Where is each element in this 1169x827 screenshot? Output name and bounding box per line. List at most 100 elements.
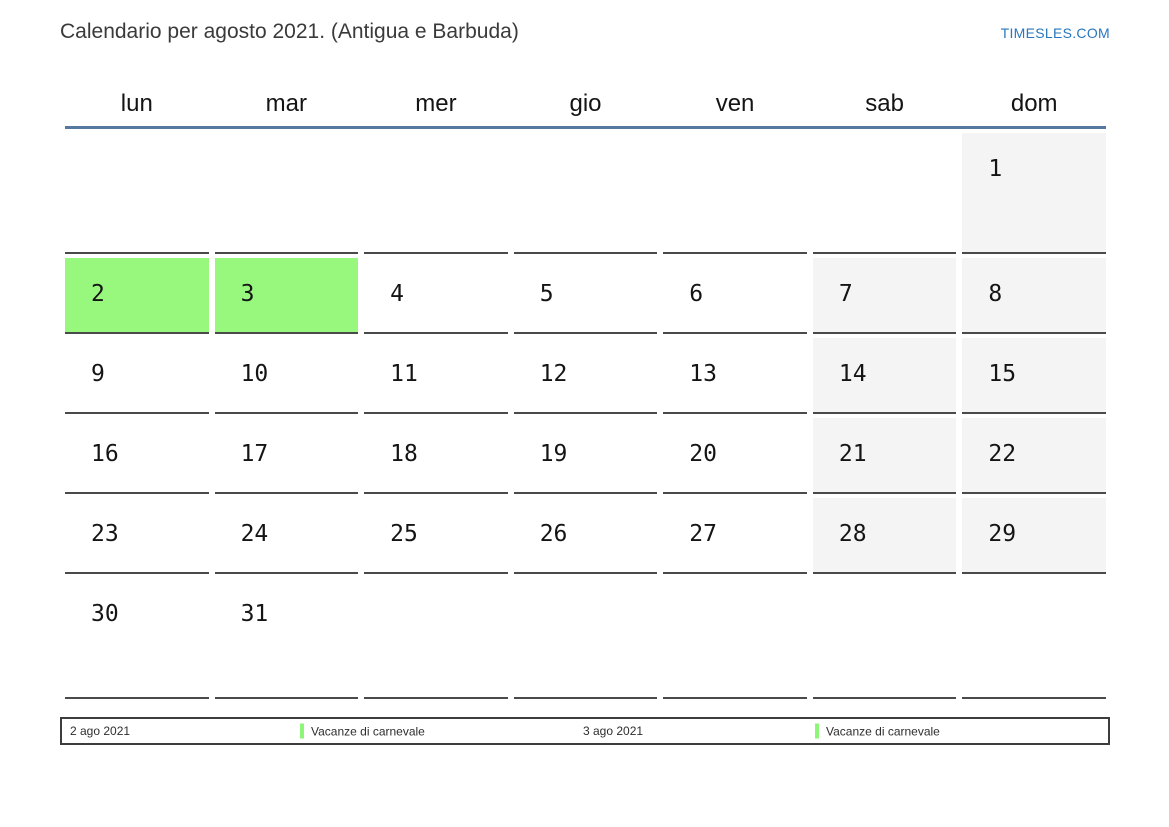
day-number: 21: [838, 441, 867, 467]
day-cell-24: 24: [214, 494, 359, 574]
day-cell-26: 26: [513, 494, 658, 574]
day-cell-empty: [962, 574, 1106, 699]
weekday-mar: mar: [265, 90, 308, 117]
week-row-2: 2 3 4 5 6 7 8: [65, 254, 1106, 334]
weekend-fill: [812, 418, 957, 492]
day-cell-9: 9: [65, 334, 209, 414]
holiday-fill: [214, 258, 359, 332]
day-cell-12: 12: [513, 334, 658, 414]
day-cell-22: 22: [962, 414, 1106, 494]
day-number: 3: [240, 281, 255, 307]
day-cell-25: 25: [364, 494, 508, 574]
weekday-sab: sab: [865, 90, 904, 117]
day-cell-1: 1: [962, 129, 1106, 254]
day-number: 10: [240, 361, 269, 387]
day-number: 7: [838, 281, 853, 307]
header-rule: [65, 126, 1106, 129]
weekend-fill: [812, 338, 957, 412]
day-cell-27: 27: [663, 494, 807, 574]
day-cell-15: 15: [962, 334, 1106, 414]
day-cell-2: 2: [65, 254, 209, 334]
weekend-fill: [962, 498, 1106, 572]
day-number: 9: [91, 361, 105, 387]
day-number: 25: [390, 521, 418, 547]
day-cell-empty: [812, 574, 957, 699]
day-cell-empty: [663, 574, 807, 699]
day-cell-empty: [364, 574, 508, 699]
day-number: 28: [838, 521, 867, 547]
site-link[interactable]: TIMESLES.COM: [1000, 25, 1110, 41]
day-cell-8: 8: [962, 254, 1106, 334]
day-cell-29: 29: [962, 494, 1106, 574]
day-cell-7: 7: [812, 254, 957, 334]
weekday-ven: ven: [715, 90, 755, 117]
day-cell-28: 28: [812, 494, 957, 574]
week-row-6: 30 31: [65, 574, 1106, 699]
legend-entry-1: Vacanze di carnevale: [300, 723, 425, 739]
day-cell-empty: [513, 574, 658, 699]
day-cell-empty: [364, 129, 508, 254]
day-cell-14: 14: [812, 334, 957, 414]
day-cell-19: 19: [513, 414, 658, 494]
day-number: 29: [988, 521, 1017, 547]
day-number: 14: [838, 361, 867, 387]
weekday-gio: gio: [569, 90, 602, 117]
legend-label-2: Vacanze di carnevale: [826, 724, 940, 738]
day-cell-16: 16: [65, 414, 209, 494]
day-cell-20: 20: [663, 414, 807, 494]
day-cell-5: 5: [513, 254, 658, 334]
day-number: 24: [240, 521, 269, 547]
day-number: 11: [390, 361, 418, 387]
day-number: 5: [539, 281, 554, 307]
weekend-fill: [962, 418, 1106, 492]
week-row-1: 1: [65, 129, 1106, 254]
day-cell-23: 23: [65, 494, 209, 574]
day-number: 8: [988, 281, 1003, 307]
weekend-fill: [962, 258, 1106, 332]
day-number: 6: [689, 281, 704, 307]
day-cell-empty: [663, 129, 807, 254]
weekday-lun: lun: [120, 90, 153, 117]
day-cell-empty: [513, 129, 658, 254]
day-number: 23: [91, 521, 119, 547]
day-number: 17: [240, 441, 269, 467]
holiday-color-bar-icon: [300, 723, 304, 739]
day-cell-18: 18: [364, 414, 508, 494]
page-title: Calendario per agosto 2021. (Antigua e B…: [60, 20, 519, 43]
week-row-5: 23 24 25 26 27 28 29: [65, 494, 1106, 574]
day-cell-4: 4: [364, 254, 508, 334]
day-cell-30: 30: [65, 574, 209, 699]
day-number: 12: [539, 361, 568, 387]
day-number: 30: [91, 601, 119, 627]
day-cell-3: 3: [214, 254, 359, 334]
weekday-header-row: lun mar mer gio ven sab dom: [65, 84, 1106, 126]
day-number: 15: [988, 361, 1017, 387]
legend-date-2: 3 ago 2021: [583, 724, 644, 738]
legend-entry-2: Vacanze di carnevale: [815, 723, 940, 739]
week-row-4: 16 17 18 19 20 21 22: [65, 414, 1106, 494]
legend-label-1: Vacanze di carnevale: [311, 724, 425, 738]
day-number: 4: [390, 281, 404, 307]
day-cell-empty: [214, 129, 359, 254]
day-cell-13: 13: [663, 334, 807, 414]
weekend-fill: [962, 133, 1106, 252]
day-number: 31: [240, 601, 269, 627]
day-number: 22: [988, 441, 1017, 467]
day-number: 26: [539, 521, 568, 547]
day-number: 16: [91, 441, 119, 467]
holiday-fill: [65, 258, 209, 332]
day-cell-empty: [65, 129, 209, 254]
day-cell-21: 21: [812, 414, 957, 494]
day-number: 2: [91, 281, 105, 307]
day-number: 20: [689, 441, 717, 467]
day-number: 1: [988, 156, 1003, 182]
day-cell-17: 17: [214, 414, 359, 494]
day-cell-6: 6: [663, 254, 807, 334]
week-row-3: 9 10 11 12 13 14 15: [65, 334, 1106, 414]
day-number: 27: [689, 521, 717, 547]
day-cell-10: 10: [214, 334, 359, 414]
holiday-legend: 2 ago 2021 Vacanze di carnevale 3 ago 20…: [60, 717, 1110, 745]
day-cell-11: 11: [364, 334, 508, 414]
day-number: 19: [539, 441, 568, 467]
weekend-fill: [812, 258, 957, 332]
